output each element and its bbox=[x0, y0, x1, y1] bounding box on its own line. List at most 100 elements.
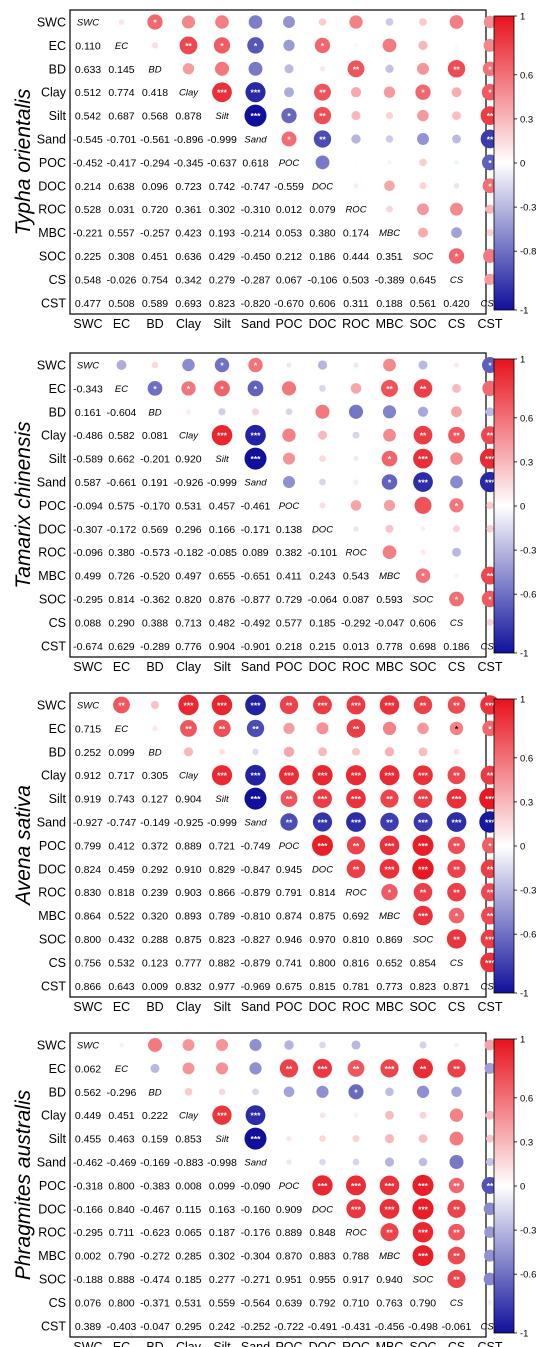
coefficient-clay-bd: 0.305 bbox=[142, 770, 168, 782]
significance-stars: *** bbox=[418, 864, 429, 874]
coefficient-roc-clay: 0.361 bbox=[175, 204, 201, 216]
coefficient-poc-swc: -0.094 bbox=[73, 500, 103, 512]
coefficient-doc-poc: 0.138 bbox=[276, 524, 302, 536]
correlation-circle-ec-cs bbox=[452, 383, 461, 393]
diagonal-label-ec: EC bbox=[115, 41, 128, 52]
correlation-circle-silt-sand bbox=[244, 104, 267, 127]
significance-stars: ** bbox=[319, 88, 326, 98]
coefficient-cs-sand: -0.287 bbox=[241, 274, 271, 286]
coefficient-doc-ec: -0.172 bbox=[107, 524, 137, 536]
coefficient-cst-doc: 0.215 bbox=[309, 641, 335, 653]
coefficient-poc-sand: -0.749 bbox=[241, 840, 271, 852]
column-label-poc: POC bbox=[275, 317, 302, 331]
coefficient-cst-mbc: -0.456 bbox=[375, 1321, 405, 1333]
diagonal-label-swc: SWC bbox=[77, 701, 99, 712]
coefficient-cs-clay: 0.531 bbox=[175, 1297, 201, 1309]
correlation-circle-clay-soc bbox=[419, 1111, 427, 1119]
significance-stars: *** bbox=[485, 935, 496, 945]
row-label-roc: ROC bbox=[38, 546, 66, 560]
correlation-circle-doc-cs bbox=[453, 183, 460, 189]
column-label-cs: CS bbox=[448, 1000, 465, 1014]
correlation-circle-swc-cs bbox=[447, 696, 466, 714]
coefficient-clay-swc: -0.486 bbox=[73, 430, 103, 442]
correlation-circle-clay-cs bbox=[449, 1108, 464, 1122]
correlation-circle-silt-soc bbox=[413, 789, 433, 808]
diagonal-label-swc: SWC bbox=[77, 18, 99, 29]
correlation-circle-swc-cst bbox=[484, 1039, 496, 1051]
significance-stars: ** bbox=[185, 41, 192, 51]
correlation-circle-ec-cs bbox=[449, 721, 464, 736]
coefficient-cs-ec: -0.026 bbox=[107, 274, 137, 286]
coefficient-bd-ec: -0.604 bbox=[107, 407, 137, 419]
coefficient-sand-clay: -0.896 bbox=[174, 134, 204, 146]
row-label-sand: Sand bbox=[37, 1156, 66, 1170]
column-label-ec: EC bbox=[113, 1340, 130, 1347]
coefficient-silt-clay: 0.853 bbox=[175, 1134, 201, 1146]
correlation-circle-swc-clay bbox=[178, 694, 199, 716]
correlation-circle-ec-sand bbox=[247, 37, 264, 54]
correlation-circle-swc-ec bbox=[113, 696, 130, 714]
diagonal-label-doc: DOC bbox=[312, 864, 333, 875]
coefficient-doc-bd: 0.569 bbox=[142, 524, 168, 536]
correlation-circle-poc-roc bbox=[350, 500, 362, 511]
significance-stars: * bbox=[488, 595, 492, 605]
coefficient-cs-doc: 0.800 bbox=[309, 957, 335, 969]
significance-stars: *** bbox=[184, 701, 195, 711]
correlation-panel-2: Tamarix chinensis SWC SWC EC EC BD BD Clay Clay S… bbox=[12, 352, 536, 674]
correlation-circle-sand-mbc bbox=[385, 135, 394, 143]
significance-stars: * bbox=[187, 384, 191, 394]
correlation-circle-ec-roc bbox=[350, 383, 362, 394]
correlation-circle-bd-doc bbox=[316, 1085, 329, 1098]
correlation-circle-ec-clay bbox=[179, 36, 198, 55]
diagonal-label-mbc: MBC bbox=[379, 1251, 400, 1262]
coefficient-soc-bd: -0.474 bbox=[140, 1274, 170, 1286]
correlation-circle-poc-cs bbox=[447, 836, 466, 855]
coefficient-doc-clay: 0.296 bbox=[175, 524, 201, 536]
row-label-swc: SWC bbox=[37, 699, 66, 713]
coefficient-cst-soc: 0.823 bbox=[410, 981, 436, 993]
significance-stars: ** bbox=[453, 64, 460, 74]
correlation-circle-sand-doc bbox=[319, 1158, 326, 1166]
correlation-circle-swc-cs bbox=[449, 15, 464, 29]
significance-stars: * bbox=[455, 501, 459, 511]
correlation-circle-mbc-cs bbox=[448, 907, 465, 924]
correlation-panel-1: Typha orientalis SWC SWC EC EC BD BD Clay Clay Si… bbox=[12, 9, 536, 331]
correlation-circle-silt-sand bbox=[244, 447, 267, 470]
correlation-circle-roc-cs bbox=[450, 202, 463, 216]
correlation-circle-clay-silt bbox=[212, 1105, 232, 1125]
coefficient-ec-swc: -0.343 bbox=[73, 383, 103, 395]
coefficient-poc-silt: -0.637 bbox=[207, 157, 237, 169]
column-label-silt: Silt bbox=[213, 660, 231, 674]
diagonal-label-poc: POC bbox=[279, 1181, 300, 1192]
coefficient-silt-swc: -0.589 bbox=[73, 454, 103, 466]
correlation-circle-ec-soc bbox=[413, 1058, 433, 1079]
correlation-circle-bd-mbc bbox=[385, 1087, 394, 1097]
correlation-circle-bd-doc bbox=[315, 404, 330, 419]
coefficient-cst-clay: 0.295 bbox=[175, 1321, 201, 1333]
coefficient-cs-soc: 0.645 bbox=[410, 274, 436, 286]
column-label-sand: Sand bbox=[241, 317, 270, 331]
coefficient-cst-sand: -0.252 bbox=[241, 1321, 271, 1333]
coefficient-mbc-swc: 0.499 bbox=[75, 571, 101, 583]
coefficient-doc-clay: 0.723 bbox=[175, 181, 201, 193]
coefficient-sand-silt: -0.999 bbox=[207, 477, 237, 489]
significance-stars: *** bbox=[217, 431, 228, 441]
coefficient-clay-swc: 0.512 bbox=[75, 87, 101, 99]
row-label-cst: CST bbox=[41, 1319, 66, 1333]
diagonal-label-sand: Sand bbox=[244, 478, 267, 489]
coefficient-doc-sand: -0.847 bbox=[241, 864, 271, 876]
correlation-circle-roc-cst bbox=[488, 550, 492, 555]
correlation-circle-bd-silt bbox=[214, 61, 230, 76]
row-label-mbc: MBC bbox=[38, 909, 66, 923]
correlation-circle-ec-soc bbox=[413, 379, 433, 398]
correlation-circle-sand-doc bbox=[312, 812, 333, 832]
correlation-circle-doc-mbc bbox=[384, 180, 395, 192]
correlation-circle-sand-doc bbox=[313, 130, 332, 148]
coefficient-cs-soc: 0.854 bbox=[410, 957, 436, 969]
correlation-circle-clay-doc bbox=[317, 430, 328, 440]
correlation-circle-bd-soc bbox=[417, 406, 429, 417]
correlation-circle-silt-mbc bbox=[381, 450, 398, 467]
correlation-circle-swc-bd bbox=[148, 1038, 162, 1052]
row-label-doc: DOC bbox=[38, 179, 66, 193]
correlation-circle-swc-bd bbox=[147, 14, 163, 30]
